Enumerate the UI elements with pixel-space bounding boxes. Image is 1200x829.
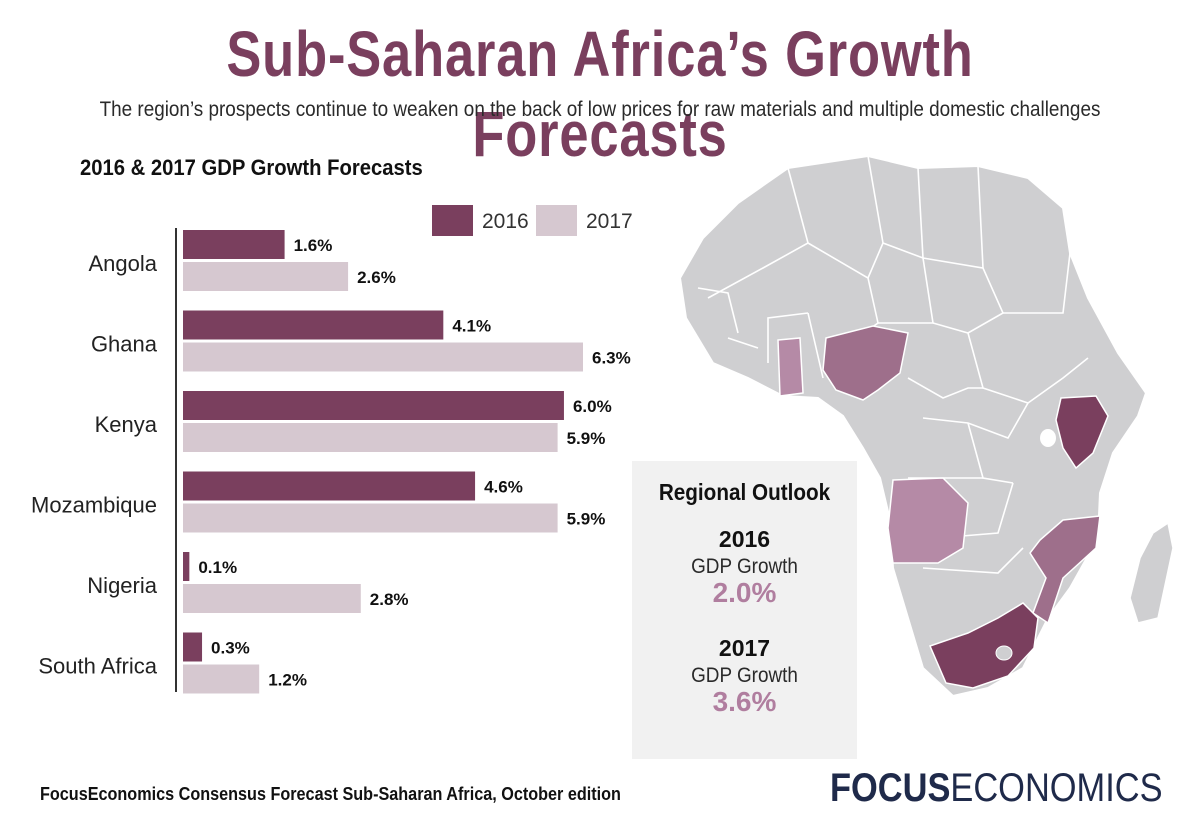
map-ghana	[777, 337, 804, 397]
data-label-2016: 0.1%	[198, 558, 237, 577]
outlook-metric-2016: GDP Growth	[691, 555, 798, 578]
bar-2017	[183, 664, 260, 694]
bar-2017	[183, 423, 558, 452]
data-label-2017: 5.9%	[567, 510, 606, 529]
category-label: Kenya	[95, 412, 158, 437]
outlook-title: Regional Outlook	[658, 479, 831, 505]
map-lake	[1040, 429, 1056, 447]
bar-2016	[183, 310, 444, 340]
bar-2016	[183, 471, 476, 501]
data-label-2016: 1.6%	[294, 236, 333, 255]
outlook-value-2016: 2.0%	[712, 577, 777, 608]
map-lesotho	[995, 645, 1013, 661]
bar-2017	[183, 503, 558, 533]
gdp-bar-chart: 2016 2017 Angola 1.6% 2.6% Ghana 4.1% 6.3% Kenya…	[31, 205, 633, 694]
data-label-2016: 4.6%	[484, 478, 523, 497]
outlook-metric-2017: GDP Growth	[691, 664, 798, 687]
chart-title: 2016 & 2017 GDP Growth Forecasts	[80, 155, 423, 180]
data-label-2016: 4.1%	[452, 317, 491, 336]
map-mozambique	[1029, 515, 1101, 625]
data-label-2017: 1.2%	[268, 671, 307, 690]
category-label: Mozambique	[31, 493, 157, 518]
category-label: Angola	[88, 251, 157, 276]
data-label-2017: 6.3%	[592, 349, 631, 368]
legend-label-2017: 2017	[586, 210, 633, 233]
bar-2016	[183, 230, 285, 259]
outlook-value-2017: 3.6%	[712, 686, 777, 717]
source-note: FocusEconomics Consensus Forecast Sub-Sa…	[40, 784, 621, 804]
bar-2016	[183, 632, 203, 662]
brand-light: ECONOMICS	[950, 766, 1163, 810]
map-south-africa	[928, 602, 1039, 689]
map-angola	[887, 477, 969, 564]
bar-2016	[183, 391, 564, 420]
legend-swatch-2017	[536, 205, 577, 236]
outlook-year-2017: 2017	[718, 635, 771, 661]
bar-2017	[183, 342, 583, 372]
africa-landmass	[678, 154, 1148, 698]
legend-swatch-2016	[432, 205, 473, 236]
data-label-2017: 2.8%	[370, 590, 409, 609]
bar-2017	[183, 262, 349, 291]
data-label-2016: 0.3%	[211, 639, 250, 658]
bar-2017	[183, 584, 361, 613]
outlook-year-2016: 2016	[718, 526, 771, 552]
category-label: Nigeria	[87, 573, 157, 598]
category-label: South Africa	[38, 654, 157, 679]
page-title: Sub-Saharan Africa’s Growth Forecasts	[226, 18, 974, 170]
brand-bold: FOCUS	[830, 766, 951, 810]
data-label-2017: 5.9%	[567, 429, 606, 448]
data-label-2016: 6.0%	[573, 397, 612, 416]
page-subtitle: The region’s prospects continue to weake…	[99, 98, 1101, 121]
africa-map	[678, 154, 1174, 698]
bar-2016	[183, 552, 190, 581]
legend-label-2016: 2016	[482, 210, 529, 233]
map-nigeria	[822, 325, 909, 401]
data-label-2017: 2.6%	[357, 268, 396, 287]
map-kenya	[1055, 395, 1109, 470]
regional-outlook-panel: Regional Outlook 2016 GDP Growth 2.0% 20…	[632, 461, 857, 759]
brand-logo: FOCUSECONOMICS	[830, 766, 1163, 811]
category-label: Ghana	[91, 332, 158, 357]
map-madagascar	[1129, 521, 1174, 624]
